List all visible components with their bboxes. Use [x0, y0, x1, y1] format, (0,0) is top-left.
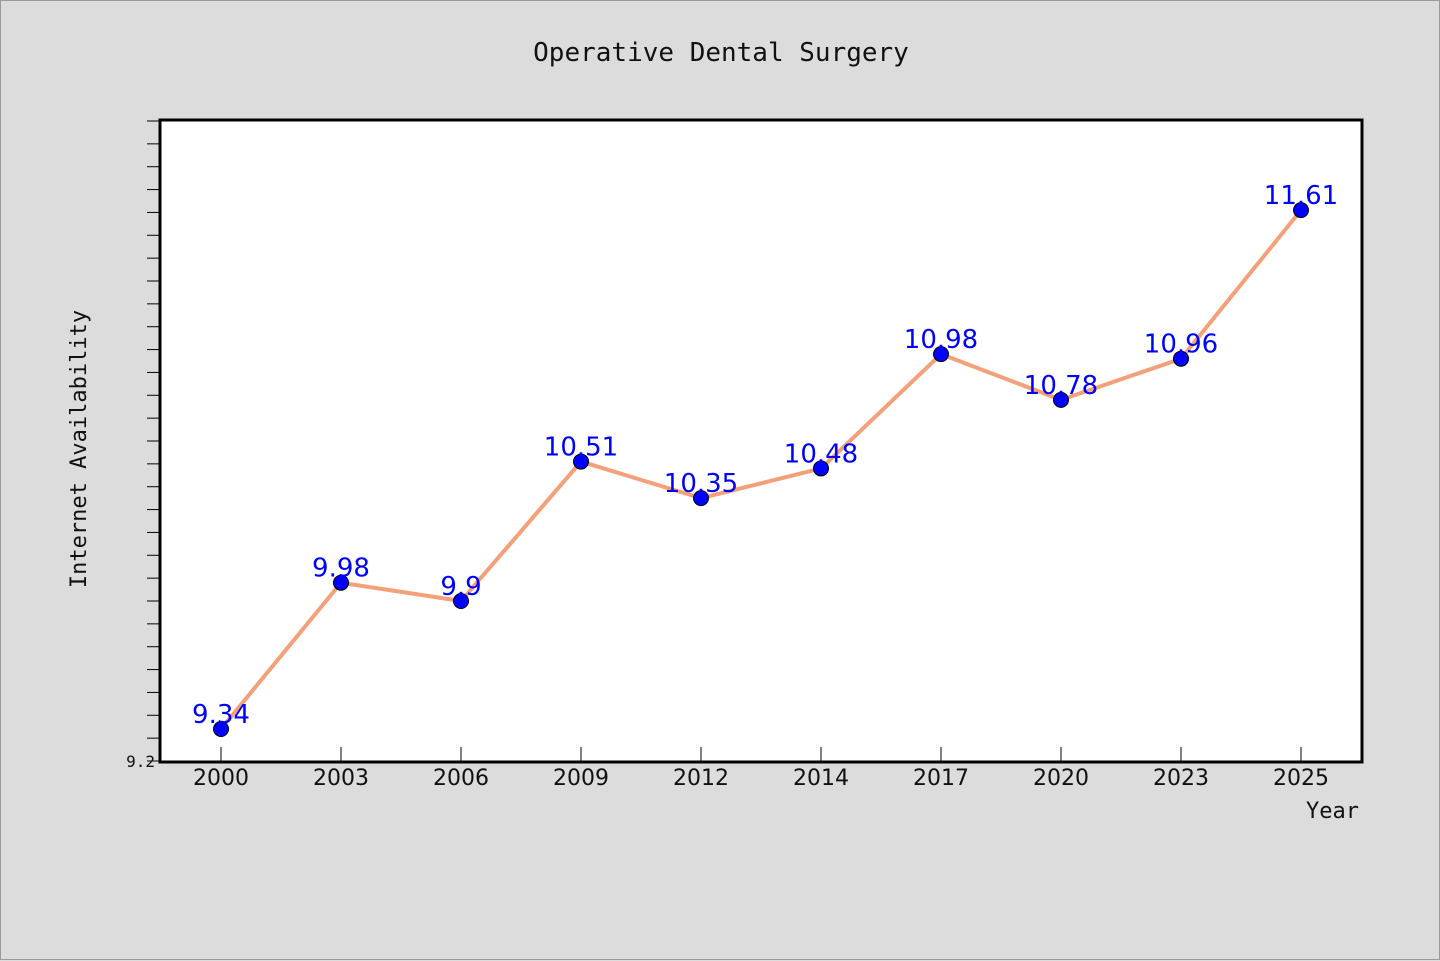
y-axis-ticks: 9.2 [126, 120, 159, 771]
data-label: 11.61 [1264, 181, 1338, 211]
x-tick-label: 2014 [793, 766, 849, 791]
data-label: 9.9 [440, 572, 481, 602]
data-label: 10.48 [784, 439, 858, 469]
x-axis-ticks: 2000 2003 2006 2009 2012 2014 2017 2020 2023 2025 [193, 747, 1329, 791]
data-label: 10.51 [544, 433, 618, 463]
data-label: 10.96 [1144, 330, 1218, 360]
data-point [333, 574, 349, 591]
x-axis-label: Year [1306, 799, 1359, 824]
chart-title: Operative Dental Surgery [533, 38, 909, 68]
x-tick-label: 2012 [673, 766, 729, 791]
data-point [1053, 391, 1069, 408]
x-tick-label: 2003 [313, 766, 369, 791]
data-point [933, 346, 949, 363]
data-point [573, 453, 589, 470]
y-tick-label: 9.2 [126, 752, 155, 771]
x-tick-label: 2020 [1033, 766, 1089, 791]
data-point [813, 460, 829, 477]
x-tick-label: 2006 [433, 766, 489, 791]
data-label: 10.78 [1024, 371, 1098, 401]
data-label: 10.98 [904, 325, 978, 355]
plot-area [158, 118, 1364, 764]
series-line [219, 208, 1303, 731]
x-tick-label: 2009 [553, 766, 609, 791]
x-tick-label: 2000 [193, 766, 249, 791]
data-point [1173, 350, 1189, 367]
data-point [693, 490, 709, 507]
data-label: 9.34 [192, 700, 250, 730]
x-tick-label: 2023 [1153, 766, 1209, 791]
data-label: 9.98 [312, 554, 370, 584]
data-point [213, 721, 229, 737]
data-point [453, 593, 469, 609]
series-layer: 9.34 9.98 9.9 10.51 10.35 10.48 10.98 10.78 10.9… [192, 181, 1338, 737]
data-point [1293, 202, 1309, 219]
y-axis-label: Internet Availability [67, 310, 92, 588]
data-label: 10.35 [664, 469, 738, 499]
x-tick-label: 2025 [1273, 766, 1329, 791]
x-tick-label: 2017 [913, 766, 969, 791]
